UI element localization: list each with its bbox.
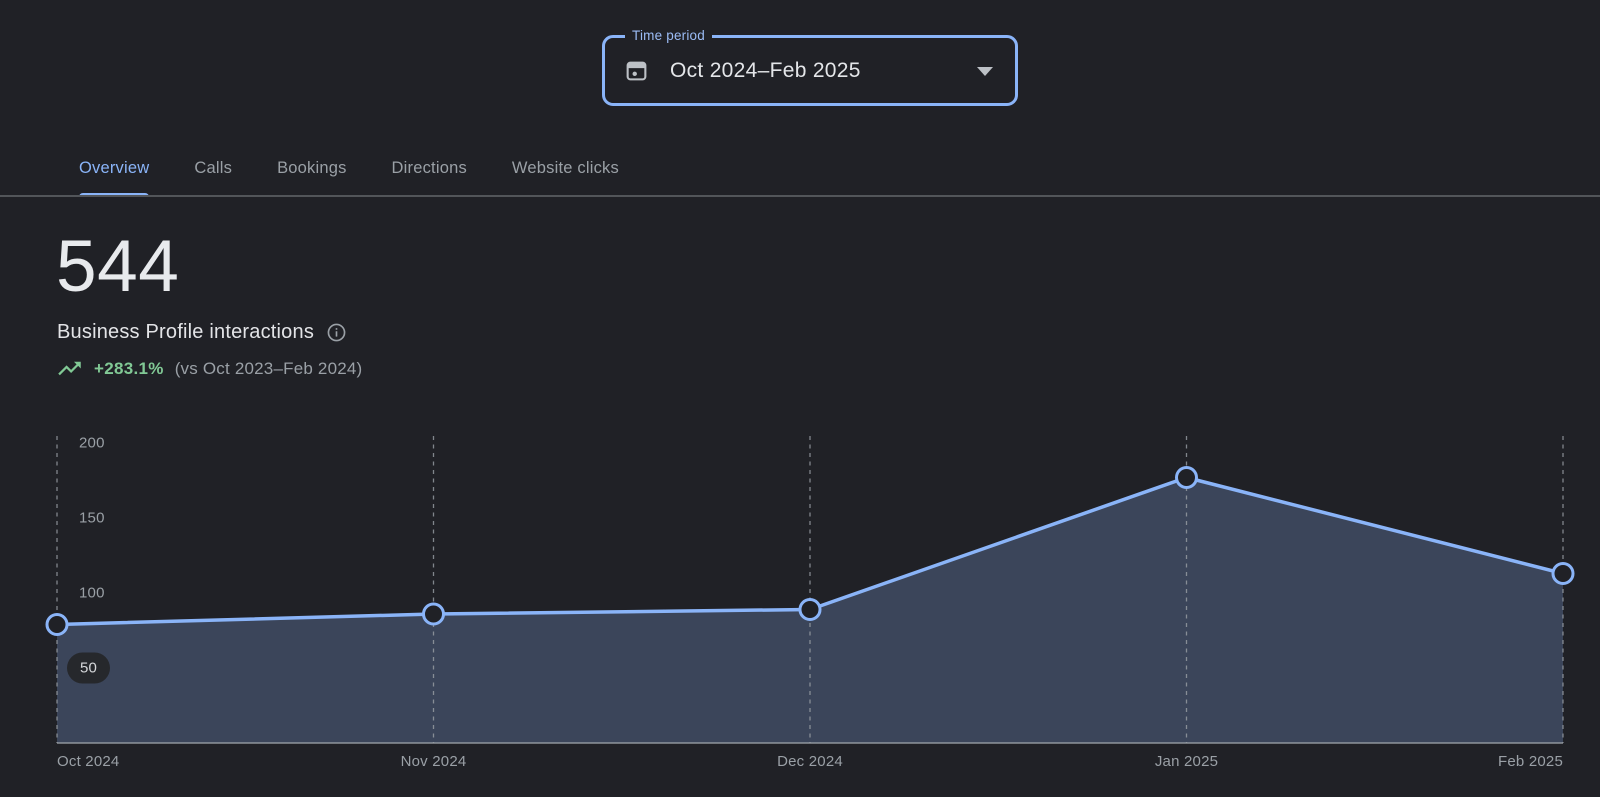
tab-bookings[interactable]: Bookings [277, 140, 346, 197]
data-point-feb-2025[interactable] [1551, 562, 1575, 585]
trend-percent: +283.1% [94, 358, 164, 378]
x-axis-label: Dec 2024 [777, 753, 843, 770]
tab-calls[interactable]: Calls [194, 140, 232, 197]
metric-label: Business Profile interactions [57, 321, 315, 343]
time-period-selector[interactable]: Time period Oct 2024–Feb 2025 [602, 27, 1018, 106]
tab-overview[interactable]: Overview [79, 140, 150, 197]
calendar-icon [626, 61, 647, 81]
tab-bar: Overview Calls Bookings Directions Website c… [79, 140, 619, 197]
tab-bar-divider [0, 195, 1600, 197]
x-axis-label: Feb 2025 [1498, 753, 1563, 770]
metric-value: 544 [56, 226, 180, 307]
time-period-value: Oct 2024–Feb 2025 [670, 58, 861, 82]
y-axis-label: 200 [79, 434, 105, 452]
data-point-jan-2025[interactable] [1175, 466, 1198, 489]
tab-directions[interactable]: Directions [392, 140, 467, 197]
trend-row: +283.1% (vs Oct 2023–Feb 2024) [56, 355, 362, 382]
info-icon[interactable] [326, 322, 347, 343]
time-period-field-label: Time period [625, 27, 712, 45]
tab-label: Overview [79, 159, 150, 177]
tab-website-clicks[interactable]: Website clicks [512, 140, 619, 197]
y-axis-label: 100 [79, 584, 105, 602]
y-axis-label: 150 [79, 509, 105, 527]
data-point-dec-2024[interactable] [798, 598, 822, 621]
data-point-oct-2024[interactable] [45, 613, 69, 636]
trending-up-icon [58, 361, 81, 376]
tab-label: Website clicks [511, 159, 619, 177]
x-axis-label: Nov 2024 [400, 753, 467, 770]
tab-label: Directions [391, 159, 467, 177]
tab-label: Calls [194, 159, 233, 177]
trend-comparison: (vs Oct 2023–Feb 2024) [174, 358, 363, 378]
x-axis-label: Oct 2024 [57, 753, 120, 770]
metric-label-row: Business Profile interactions [57, 321, 347, 344]
tab-label: Bookings [277, 159, 347, 177]
dropdown-arrow-icon [977, 67, 993, 76]
data-point-nov-2024[interactable] [422, 602, 445, 626]
x-axis-label: Jan 2025 [1154, 753, 1219, 770]
y-axis-label: 50 [67, 652, 111, 684]
